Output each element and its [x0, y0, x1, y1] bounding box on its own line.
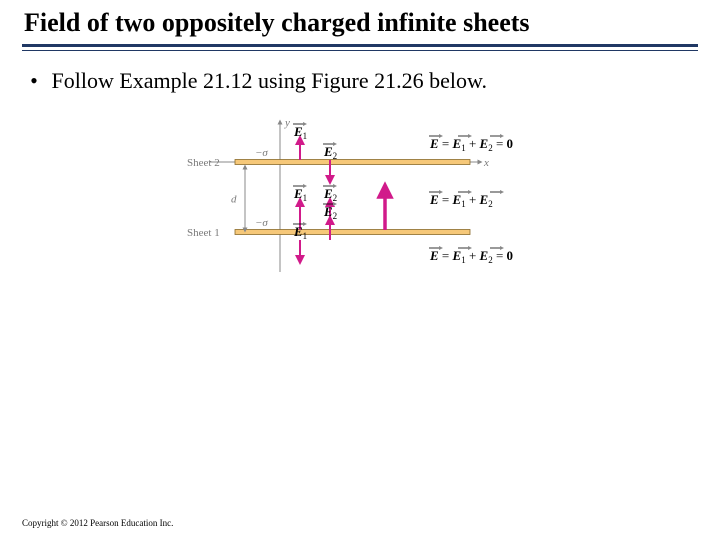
figure-21-26: y x Sheet 2 −σ Sheet 1 −σ d E1 E2 E1 E2 E1 E2 E = E1 …	[150, 112, 590, 312]
svg-text:E2: E2	[323, 186, 337, 203]
figure-svg: y x Sheet 2 −σ Sheet 1 −σ d E1 E2 E1 E2 E1 E2 E = E1 …	[150, 112, 590, 312]
equation-sum: E = E1 + E2	[429, 192, 502, 209]
equation-zero: E = E1 + E2 = 0	[429, 136, 513, 153]
equation-zero: E = E1 + E2 = 0	[429, 248, 513, 265]
slide-title: Field of two oppositely charged infinite…	[24, 8, 530, 38]
bullet-text: Follow Example 21.12 using Figure 21.26 …	[52, 68, 488, 93]
svg-text:y: y	[284, 117, 290, 129]
svg-text:x: x	[483, 157, 489, 169]
sheet-2	[235, 160, 470, 165]
svg-text:E1: E1	[293, 124, 307, 141]
sheet-1	[235, 230, 470, 235]
svg-text:E1: E1	[293, 186, 307, 203]
title-underline-thin	[22, 50, 698, 51]
svg-text:E1: E1	[293, 224, 307, 241]
copyright-text: Copyright © 2012 Pearson Education Inc.	[22, 518, 173, 528]
title-underline-thick	[22, 44, 698, 47]
bullet-line: • Follow Example 21.12 using Figure 21.2…	[22, 68, 487, 94]
svg-text:Sheet 1: Sheet 1	[187, 227, 220, 239]
svg-text:E = E1 + E2: E = E1 + E2	[429, 192, 493, 209]
svg-text:E2: E2	[323, 144, 337, 161]
svg-text:−σ: −σ	[255, 217, 268, 229]
svg-text:E2: E2	[323, 204, 337, 221]
svg-text:Sheet 2: Sheet 2	[187, 157, 220, 169]
bullet-dot: •	[22, 68, 46, 94]
svg-text:E = E1 + E2 = 0: E = E1 + E2 = 0	[429, 248, 513, 265]
svg-text:d: d	[231, 194, 237, 206]
svg-text:E = E1 + E2 = 0: E = E1 + E2 = 0	[429, 136, 513, 153]
svg-text:−σ: −σ	[255, 147, 268, 159]
